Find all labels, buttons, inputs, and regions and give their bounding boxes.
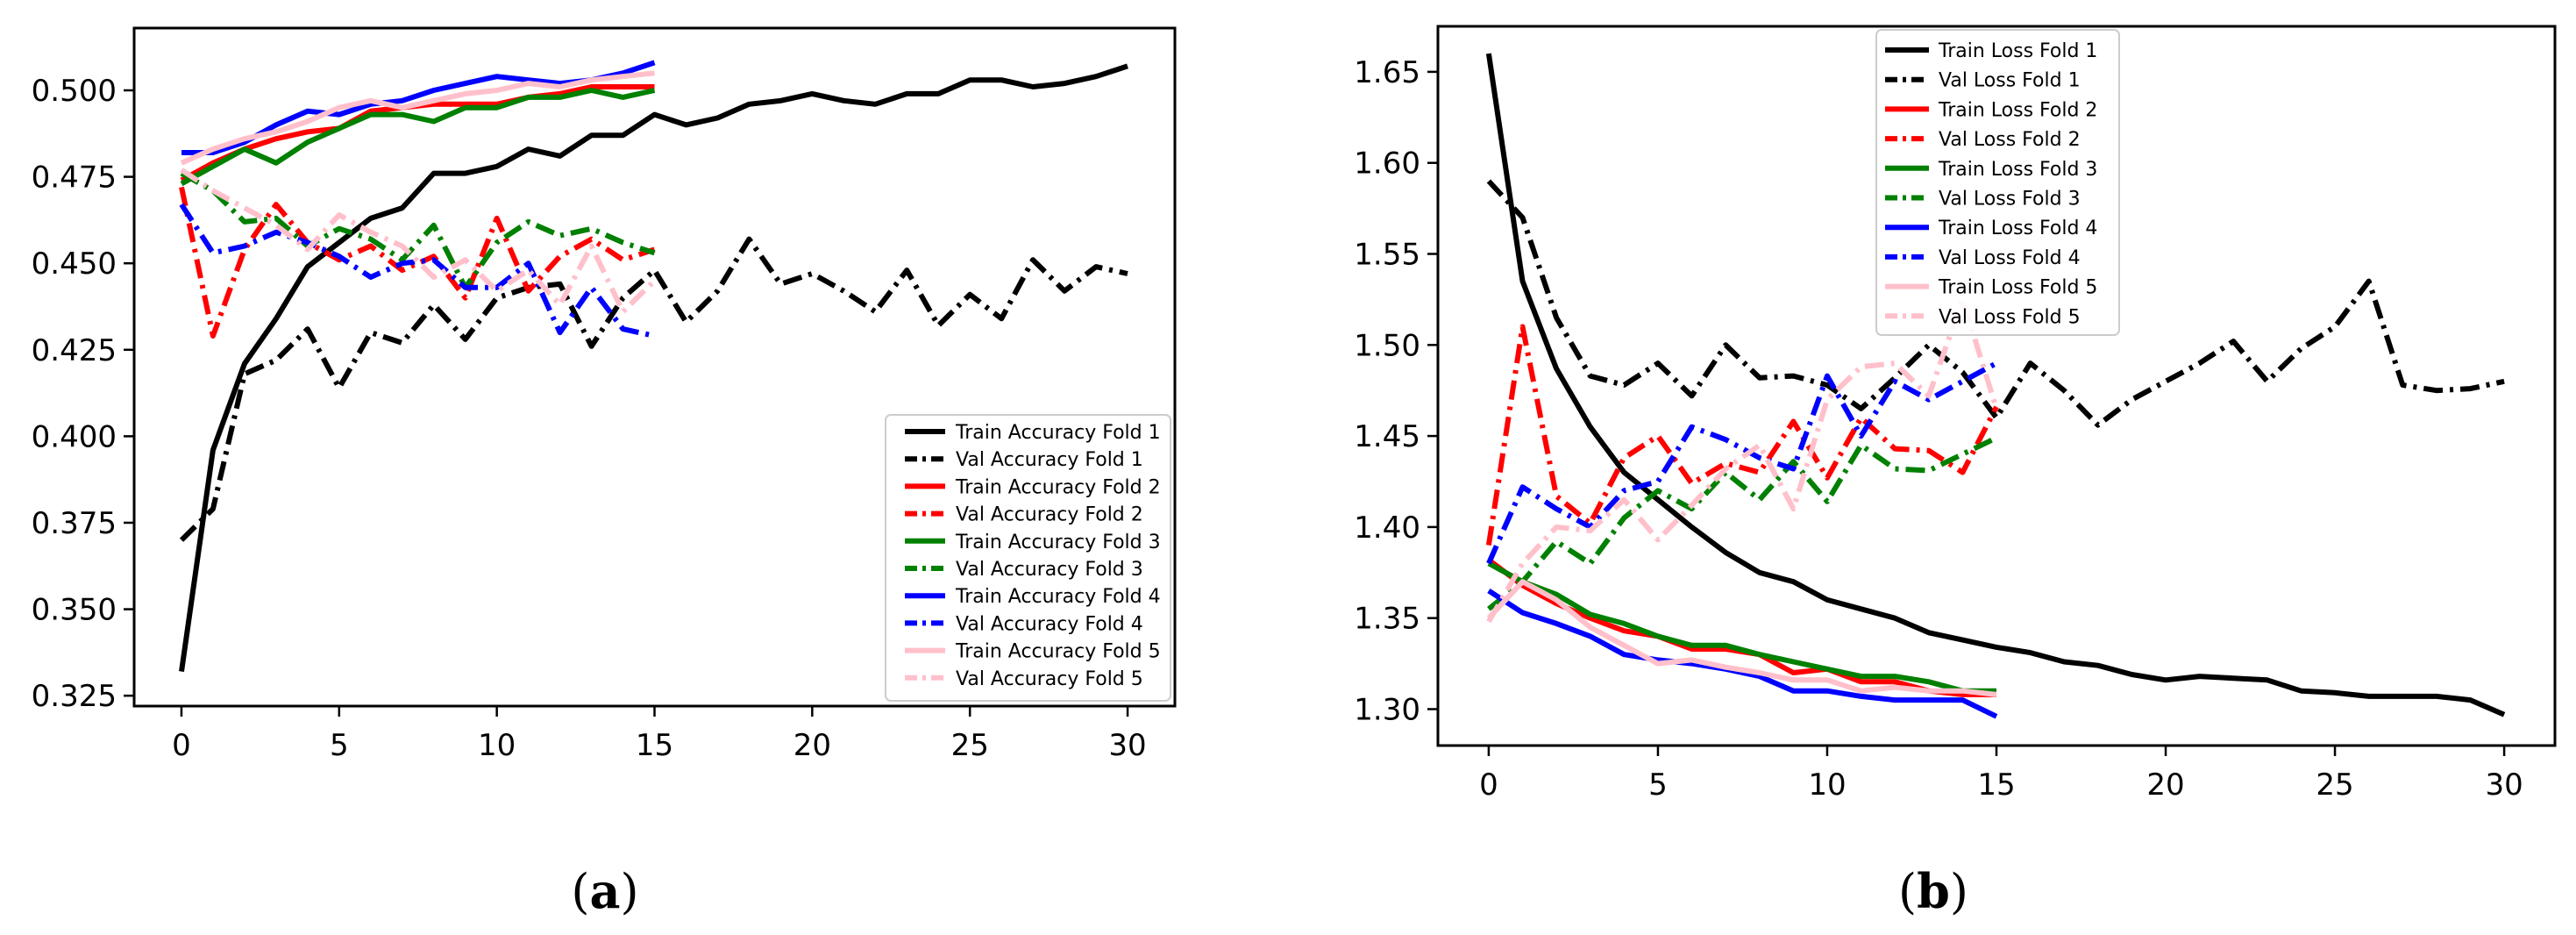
legend-entry-label: Train Accuracy Fold 1 bbox=[955, 422, 1161, 444]
legend-box bbox=[885, 414, 1171, 702]
legend-entry-label: Val Accuracy Fold 5 bbox=[956, 668, 1143, 690]
x-tick-label: 30 bbox=[2485, 767, 2523, 803]
legend-entry-label: Val Loss Fold 5 bbox=[1939, 306, 2081, 328]
series-line-4 bbox=[179, 186, 656, 339]
legend-entry-label: Val Accuracy Fold 2 bbox=[956, 504, 1143, 526]
y-tick-label: 0.450 bbox=[32, 246, 117, 282]
series-line-1 bbox=[1485, 53, 2506, 717]
x-tick-label: 20 bbox=[793, 728, 831, 763]
series-line-8 bbox=[179, 203, 656, 339]
x-tick-label: 25 bbox=[2316, 767, 2353, 803]
caption-open-paren: ( bbox=[571, 864, 589, 919]
series-line-10 bbox=[1486, 296, 1999, 624]
series-line-5 bbox=[180, 88, 656, 187]
caption-letter: a bbox=[590, 863, 621, 919]
legend: Train Accuracy Fold 1 Val Accuracy Fold 1… bbox=[885, 414, 1171, 702]
caption-letter: b bbox=[1917, 863, 1950, 919]
chart-panel-a: 0 5 10 15 20 25 30 0.325 0.350 0.375 0.400 0.425 0.4… bbox=[32, 26, 1177, 919]
legend-entry-label: Train Accuracy Fold 2 bbox=[955, 476, 1161, 498]
y-tick-label: 1.50 bbox=[1354, 328, 1420, 363]
legend-entry-label: Val Loss Fold 2 bbox=[1939, 129, 2081, 151]
legend-entry-label: Val Loss Fold 3 bbox=[1939, 189, 2081, 211]
series-line-9 bbox=[180, 70, 655, 166]
legend-entry-label: Train Accuracy Fold 5 bbox=[955, 641, 1161, 663]
y-tick-label: 1.45 bbox=[1354, 419, 1420, 454]
x-tick-label: 30 bbox=[1108, 728, 1146, 763]
series-line-10 bbox=[180, 168, 657, 315]
series-line-3 bbox=[180, 84, 655, 183]
chart-panel-b: 0 5 10 15 20 25 30 1.30 1.35 1.40 1.45 1.50 1.55 1.60… bbox=[1354, 25, 2557, 919]
caption-close-paren: ) bbox=[621, 864, 639, 919]
legend-entry-label: Val Accuracy Fold 4 bbox=[956, 613, 1143, 635]
legend-entry-label: Train Loss Fold 2 bbox=[1938, 99, 2097, 121]
caption-open-paren: ( bbox=[1898, 864, 1917, 919]
y-tick-label: 0.425 bbox=[32, 333, 117, 368]
legend-entry-label: Train Loss Fold 1 bbox=[1938, 40, 2097, 62]
legend-entry-label: Train Accuracy Fold 3 bbox=[955, 532, 1161, 553]
series-line-2 bbox=[1486, 179, 2505, 428]
legend-entry-label: Val Loss Fold 1 bbox=[1939, 70, 2081, 92]
x-tick-label: 25 bbox=[951, 728, 989, 763]
series-line-4 bbox=[1485, 324, 1999, 546]
y-tick-label: 1.60 bbox=[1354, 146, 1420, 182]
x-tick-label: 5 bbox=[1648, 767, 1668, 803]
series-line-7 bbox=[1487, 588, 1998, 719]
legend-entry-label: Train Loss Fold 3 bbox=[1938, 159, 2097, 181]
series-line-2 bbox=[179, 236, 1128, 542]
x-tick-label: 5 bbox=[330, 728, 349, 763]
y-tick-label: 0.500 bbox=[32, 74, 117, 109]
panel-caption: (a) bbox=[571, 863, 638, 919]
y-tick-label: 1.30 bbox=[1354, 692, 1420, 727]
legend-entry-label: Val Loss Fold 4 bbox=[1939, 247, 2081, 269]
series-line-9 bbox=[1486, 579, 1997, 697]
legend-entry-label: Val Accuracy Fold 3 bbox=[956, 559, 1143, 581]
caption-close-paren: ) bbox=[1950, 864, 1968, 919]
x-tick-label: 10 bbox=[478, 728, 516, 763]
series-line-5 bbox=[1487, 560, 1996, 694]
x-tick-label: 15 bbox=[1977, 767, 2015, 803]
legend-box bbox=[1875, 29, 2120, 336]
y-tick-label: 0.350 bbox=[32, 593, 117, 628]
x-tick-label: 0 bbox=[172, 728, 191, 763]
x-tick-label: 0 bbox=[1479, 767, 1498, 803]
y-tick-label: 1.65 bbox=[1354, 55, 1420, 90]
legend-entry-label: Val Accuracy Fold 1 bbox=[956, 449, 1143, 471]
y-tick-label: 1.35 bbox=[1354, 602, 1420, 637]
y-tick-label: 0.375 bbox=[32, 506, 117, 541]
panel-caption: (b) bbox=[1898, 863, 1968, 919]
series-line-6 bbox=[180, 170, 656, 290]
legend-entry-label: Train Loss Fold 5 bbox=[1938, 277, 2097, 299]
legend-entry-label: Train Accuracy Fold 4 bbox=[955, 586, 1161, 608]
series-line-6 bbox=[1487, 435, 1998, 611]
y-tick-label: 0.475 bbox=[32, 161, 117, 196]
series-line-8 bbox=[1486, 360, 1998, 565]
y-tick-label: 0.400 bbox=[32, 419, 117, 454]
legend: Train Loss Fold 1 Val Loss Fold 1 Train Lo… bbox=[1875, 29, 2120, 336]
x-tick-label: 15 bbox=[636, 728, 673, 763]
y-tick-label: 1.40 bbox=[1354, 510, 1420, 546]
y-tick-label: 1.55 bbox=[1354, 237, 1420, 272]
legend-entry-label: Train Loss Fold 4 bbox=[1938, 218, 2097, 239]
x-tick-label: 20 bbox=[2146, 767, 2184, 803]
series-line-1 bbox=[179, 63, 1128, 673]
y-tick-label: 0.325 bbox=[32, 679, 117, 714]
x-tick-label: 10 bbox=[1808, 767, 1846, 803]
